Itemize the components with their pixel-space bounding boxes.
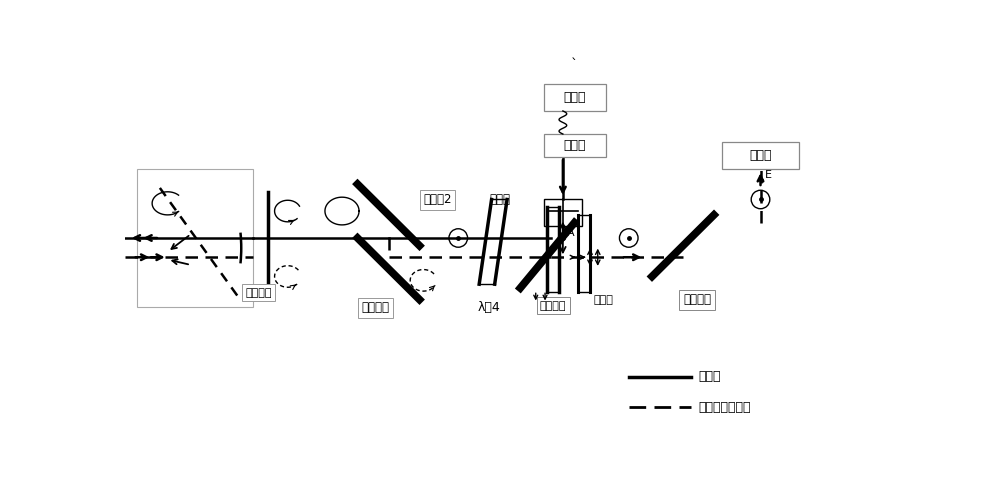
Text: A: A <box>567 227 574 237</box>
FancyBboxPatch shape <box>544 199 582 226</box>
Text: 反射镂１: 反射镂１ <box>361 301 389 314</box>
Text: 分光镂２: 分光镂２ <box>683 294 711 307</box>
Text: 反射镂３: 反射镂３ <box>245 288 272 298</box>
Text: E: E <box>764 170 771 180</box>
Text: 准直器: 准直器 <box>563 139 586 152</box>
FancyBboxPatch shape <box>544 134 606 157</box>
Text: `: ` <box>571 58 578 72</box>
Text: 发射光: 发射光 <box>698 370 721 383</box>
FancyBboxPatch shape <box>544 84 606 111</box>
Text: λ／4: λ／4 <box>478 301 501 314</box>
FancyBboxPatch shape <box>722 142 799 169</box>
Text: 反射镂2: 反射镂2 <box>423 193 452 206</box>
Text: 分光镂１: 分光镂１ <box>540 301 566 311</box>
Text: 激光器: 激光器 <box>563 91 586 104</box>
Text: 检偏器: 检偏器 <box>594 296 614 306</box>
Text: 起偏器: 起偏器 <box>489 193 510 206</box>
FancyBboxPatch shape <box>137 169 253 307</box>
Text: 探测器: 探测器 <box>749 149 772 162</box>
Text: 发射光返回系统: 发射光返回系统 <box>698 401 751 414</box>
